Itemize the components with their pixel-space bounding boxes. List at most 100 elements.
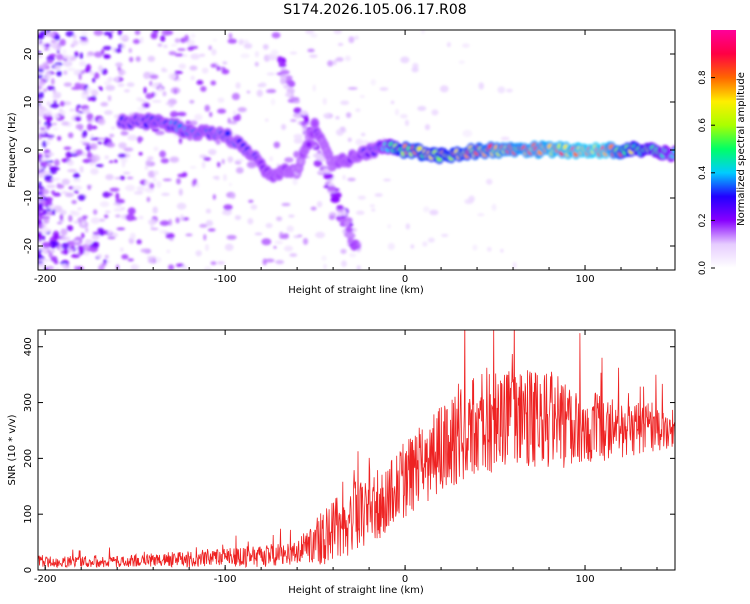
- noise-blob: [411, 66, 419, 73]
- noise-blob: [190, 33, 196, 38]
- noise-blob: [423, 206, 430, 213]
- noise-blob: [243, 43, 253, 49]
- noise-blob: [68, 214, 73, 223]
- noise-blob: [66, 225, 74, 232]
- noise-blob: [41, 224, 47, 228]
- noise-blob: [146, 196, 151, 203]
- noise-blob: [271, 32, 281, 39]
- noise-blob: [136, 185, 145, 192]
- noise-blob: [65, 30, 75, 37]
- noise-blob: [118, 36, 129, 40]
- noise-blob: [293, 150, 301, 158]
- noise-blob: [97, 227, 104, 233]
- noise-blob: [38, 200, 43, 203]
- noise-blob: [68, 186, 75, 190]
- streak-blob: [344, 231, 354, 238]
- noise-blob: [38, 80, 45, 87]
- noise-blob: [270, 49, 279, 57]
- noise-blob: [96, 253, 103, 259]
- noise-blob: [273, 141, 281, 149]
- noise-blob: [177, 173, 187, 178]
- noise-blob: [216, 261, 225, 265]
- noise-blob: [51, 209, 56, 216]
- streak-blob: [285, 92, 293, 98]
- spectrogram-y-tick-label: 10: [23, 96, 34, 109]
- noise-blob: [129, 56, 134, 63]
- noise-blob: [115, 62, 123, 67]
- noise-blob: [344, 55, 351, 62]
- colorbar-tick-label: 0.0: [698, 261, 708, 276]
- noise-blob: [360, 132, 366, 137]
- noise-blob: [92, 241, 100, 248]
- noise-blob: [162, 91, 167, 97]
- noise-blob: [62, 55, 73, 60]
- noise-blob: [371, 208, 376, 212]
- noise-blob: [41, 241, 52, 249]
- snr-x-ticks: -200 -100 0 100: [34, 330, 658, 585]
- noise-blob: [369, 204, 375, 208]
- noise-blob: [370, 79, 376, 86]
- noise-blob: [46, 184, 56, 189]
- noise-blob: [137, 136, 142, 144]
- snr-x-tick-label: 100: [575, 574, 594, 585]
- noise-blob: [87, 96, 93, 101]
- noise-blob: [226, 234, 237, 240]
- noise-blob: [114, 159, 118, 163]
- noise-blob: [103, 259, 108, 264]
- streak-blob: [291, 97, 300, 102]
- noise-blob: [71, 199, 77, 205]
- noise-blob: [237, 107, 247, 113]
- noise-blob: [137, 106, 146, 112]
- noise-blob: [117, 153, 127, 158]
- noise-blob: [143, 86, 147, 94]
- noise-blob: [422, 241, 428, 247]
- noise-blob: [62, 60, 73, 67]
- noise-blob: [323, 263, 327, 270]
- noise-blob: [139, 36, 144, 44]
- noise-blob: [89, 143, 98, 150]
- noise-blob: [98, 264, 105, 270]
- snr-series-line: [38, 330, 675, 569]
- noise-blob: [38, 245, 44, 250]
- streak-blob: [336, 204, 344, 210]
- colorbar-tick-label: 0.8: [698, 70, 708, 85]
- noise-blob: [52, 192, 62, 197]
- noise-blob: [86, 248, 93, 252]
- noise-blob: [417, 105, 427, 112]
- spectrogram-y-tick-label: -20: [23, 238, 34, 254]
- noise-blob: [333, 30, 342, 34]
- noise-blob: [61, 242, 70, 250]
- noise-blob: [45, 71, 52, 79]
- noise-blob: [138, 151, 143, 156]
- noise-blob: [62, 48, 67, 55]
- noise-blob: [105, 174, 114, 181]
- noise-blob: [230, 193, 236, 199]
- noise-blob: [60, 228, 68, 236]
- noise-blob: [270, 98, 276, 106]
- noise-blob: [67, 169, 77, 173]
- noise-blob: [54, 233, 59, 241]
- noise-blob: [104, 155, 109, 160]
- noise-blob: [41, 235, 46, 241]
- noise-blob: [85, 144, 91, 152]
- noise-blob: [74, 116, 82, 122]
- noise-blob: [223, 204, 233, 211]
- noise-blob: [340, 248, 347, 254]
- noise-blob: [147, 55, 156, 62]
- snr-frame: [37, 329, 676, 571]
- noise-blob: [92, 77, 96, 83]
- snr-x-tick-label: -200: [34, 574, 57, 585]
- noise-blob: [120, 158, 128, 163]
- noise-blob: [184, 34, 189, 42]
- noise-blob: [93, 209, 98, 215]
- noise-blob: [85, 226, 89, 233]
- noise-blob: [265, 89, 273, 93]
- noise-blob: [46, 123, 50, 130]
- noise-blob: [91, 233, 100, 241]
- noise-blob: [281, 123, 287, 131]
- noise-blob: [183, 54, 188, 58]
- noise-blob: [49, 168, 57, 175]
- noise-blob: [322, 113, 331, 118]
- noise-blob: [75, 123, 84, 130]
